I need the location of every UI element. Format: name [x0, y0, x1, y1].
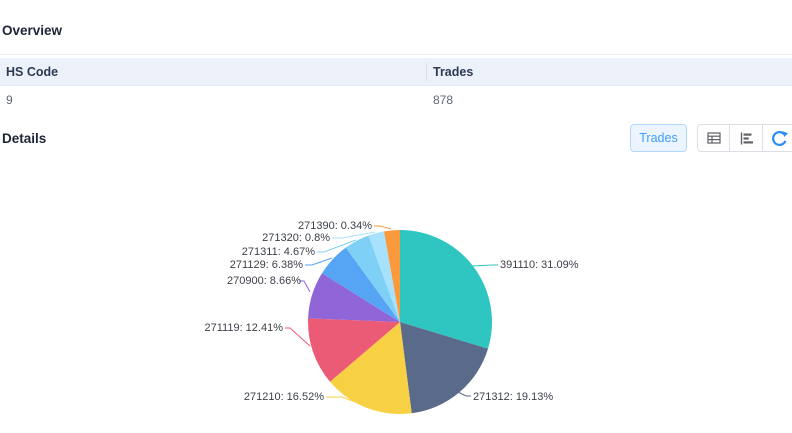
pie-slice-271390[interactable] [384, 230, 400, 322]
details-title: Details [2, 131, 47, 146]
trades-button[interactable]: Trades [630, 124, 687, 152]
pie-slice-271312[interactable] [400, 322, 488, 414]
pie-label-271129: 271129: 6.38% [229, 259, 303, 271]
bar-chart-icon [740, 132, 753, 144]
pie-slice-271129[interactable] [322, 247, 400, 322]
details-controls: Trades [630, 124, 792, 152]
view-toggle-group [697, 124, 792, 152]
pie-slice-271119[interactable] [308, 318, 400, 382]
table-view-button[interactable] [697, 124, 730, 152]
pie-slice-270900[interactable] [308, 273, 400, 322]
pie-slice-271210[interactable] [330, 322, 412, 415]
table-header-row: HS Code Trades [0, 58, 792, 86]
cell-trades: 878 [433, 93, 454, 107]
pie-slice-271320[interactable] [368, 231, 401, 322]
pie-label-271119: 271119: 12.41% [204, 322, 284, 334]
overview-title: Overview [2, 23, 63, 38]
cell-hs-code: 9 [6, 93, 13, 107]
pie-slice-391110[interactable] [400, 230, 492, 349]
divider [0, 54, 792, 55]
pie-label-271320: 271320: 0.8% [262, 232, 330, 244]
refresh-button[interactable] [763, 124, 792, 152]
table-icon [706, 132, 721, 144]
pie-label-271390: 271390: 0.34% [297, 220, 372, 232]
pie-label-271210: 271210: 16.52% [243, 391, 324, 403]
pie-label-391110: 391110: 31.09% [500, 259, 579, 271]
pie-slice-271311[interactable] [345, 235, 400, 323]
pie-label-271311: 271311: 4.67% [241, 246, 315, 258]
refresh-icon [771, 130, 788, 146]
pie-label-271312: 271312: 19.13% [473, 391, 554, 403]
chart-view-button[interactable] [730, 124, 763, 152]
column-header-trades: Trades [426, 62, 792, 81]
table-row[interactable]: 9 878 [0, 86, 792, 114]
pie-label-270900: 270900: 8.66% [226, 275, 301, 287]
column-header-hs-code: HS Code [6, 64, 59, 79]
